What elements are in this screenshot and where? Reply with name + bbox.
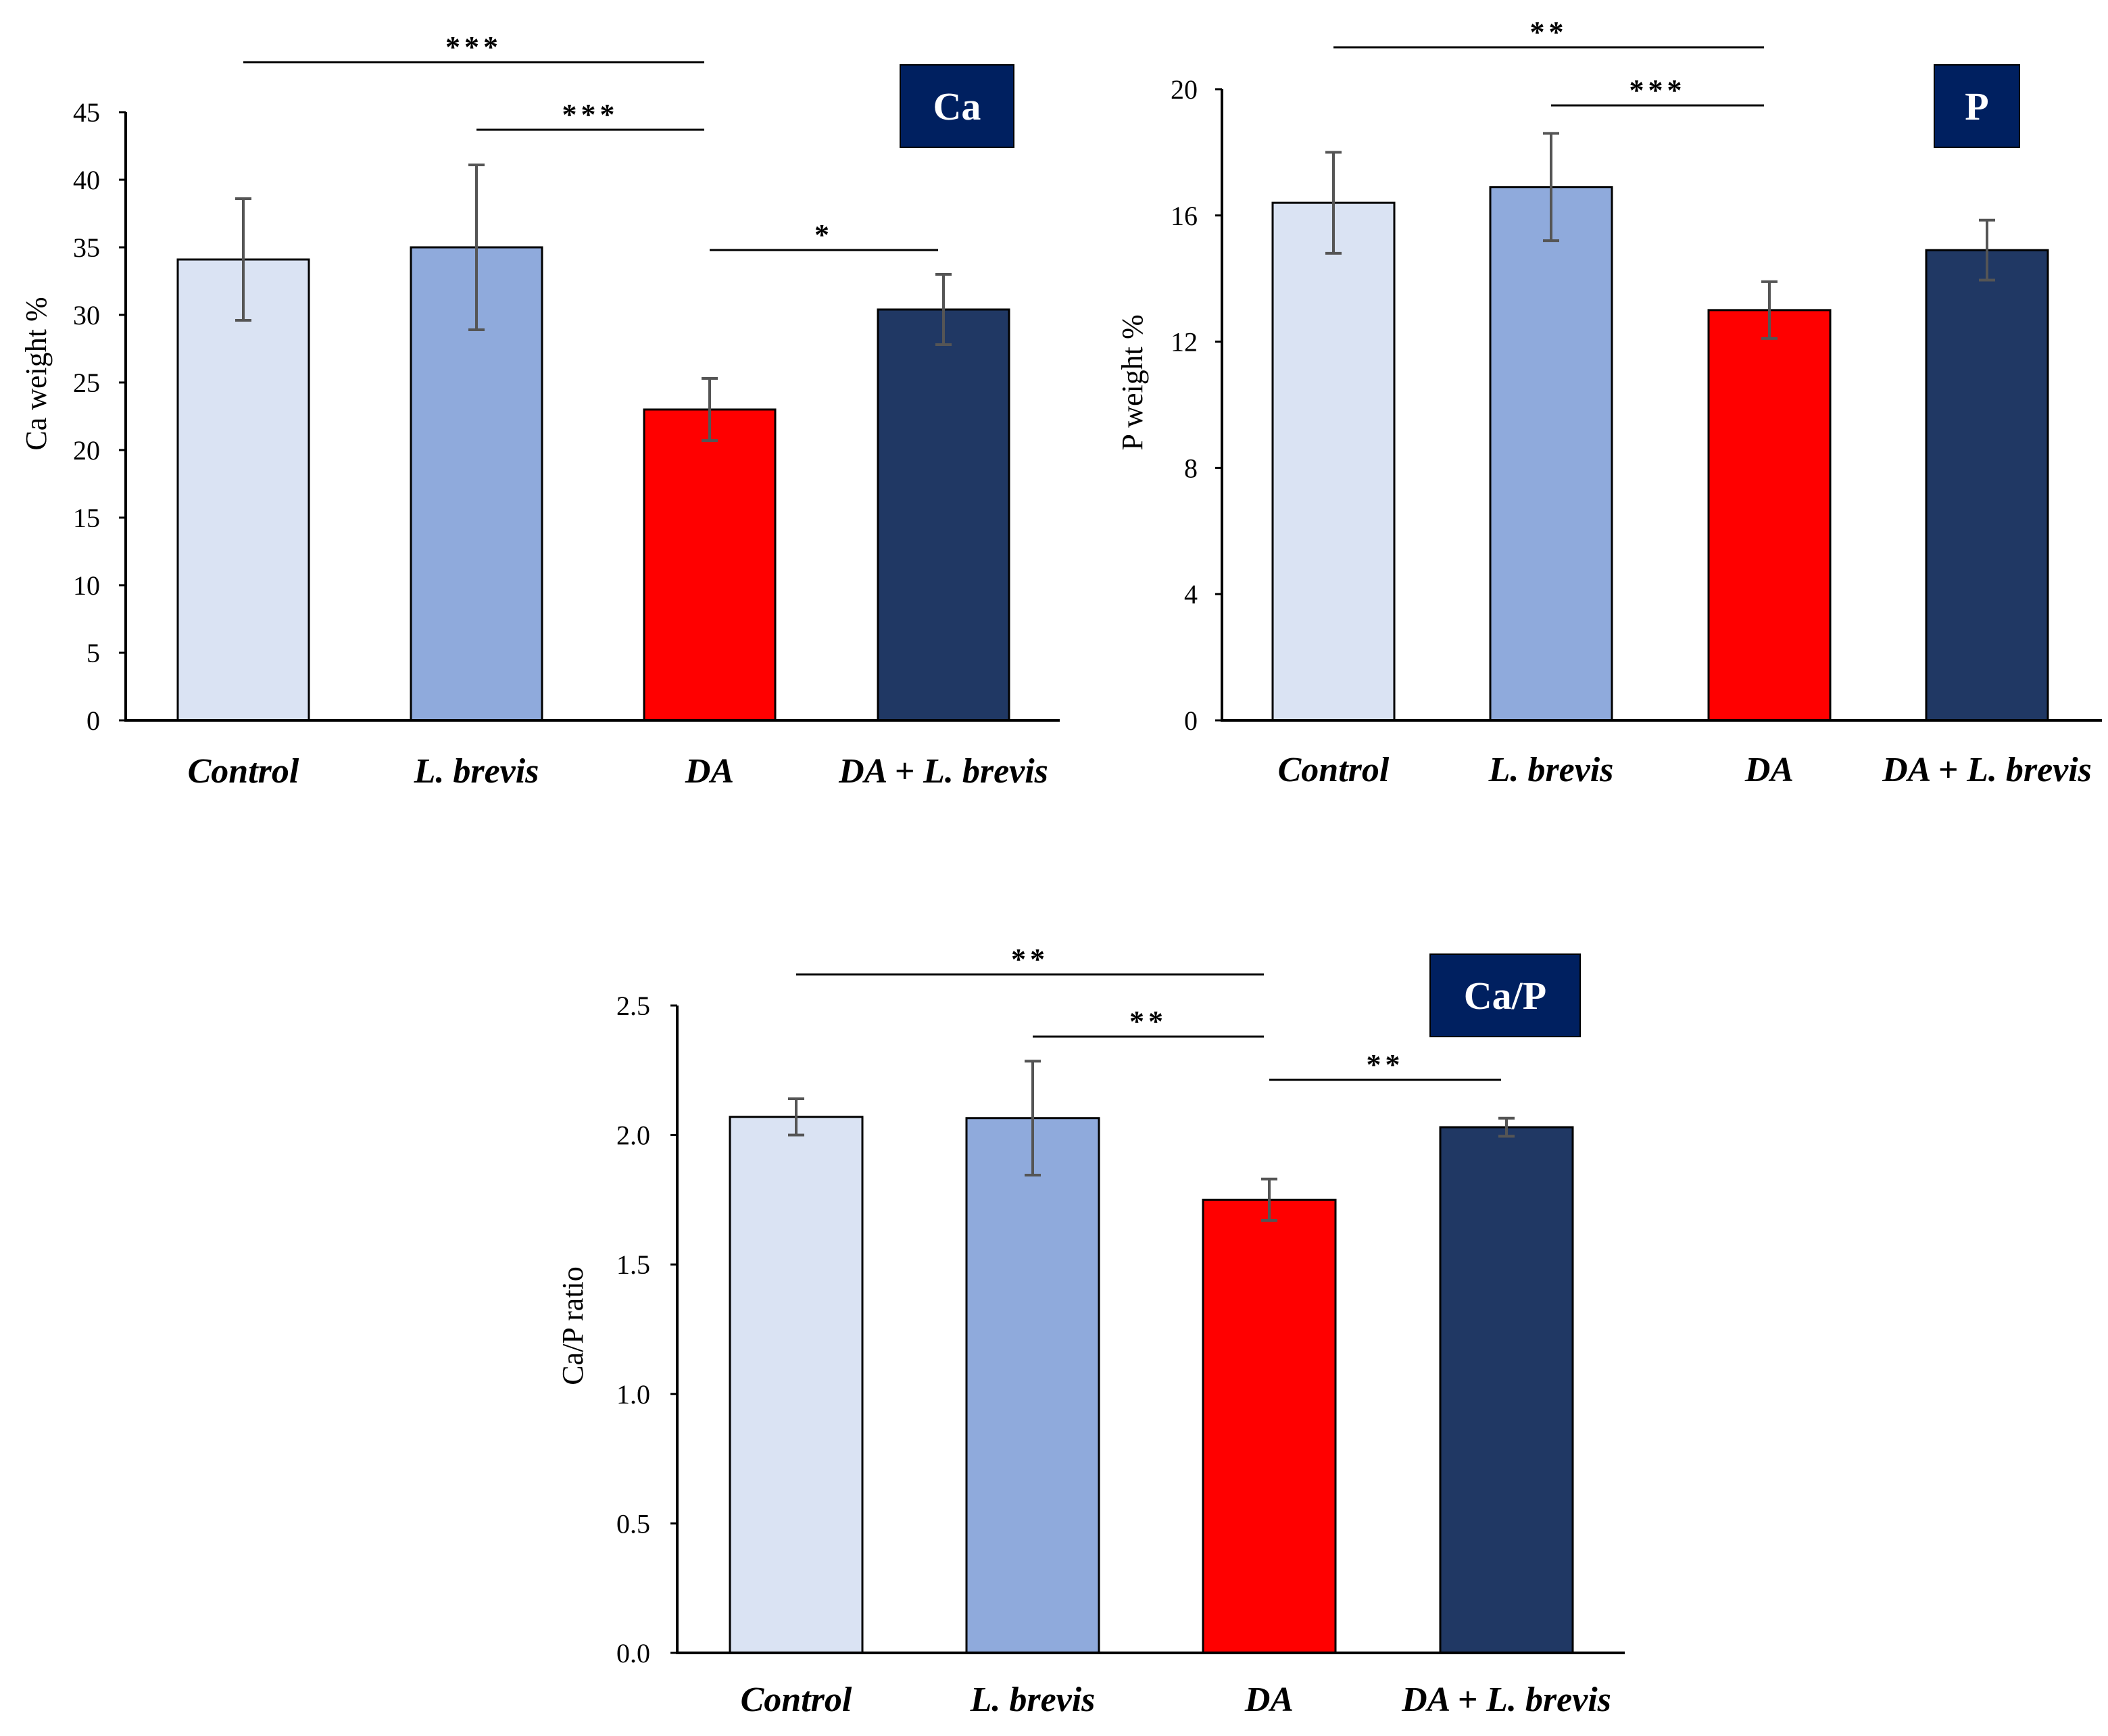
significance-bracket-1: ** (796, 943, 1264, 976)
y-tick-label: 16 (1171, 201, 1198, 231)
panel-badge-label: Ca/P (1464, 974, 1546, 1018)
y-tick-label: 10 (73, 570, 100, 601)
x-category-label: Control (741, 1681, 852, 1719)
x-category-label: DA (685, 752, 734, 791)
y-tick-label: 25 (73, 368, 100, 398)
panel-badge (1429, 953, 1581, 1037)
bar-1 (176, 258, 310, 722)
bar-3 (643, 408, 777, 722)
error-bar-3 (702, 377, 718, 442)
panel-badge (1934, 64, 2020, 148)
significance-label: *** (445, 30, 502, 64)
bar-3 (1707, 309, 1832, 722)
y-tick-label: 4 (1184, 579, 1198, 610)
significance-label: *** (562, 98, 619, 131)
x-category-label: Control (188, 752, 299, 791)
y-tick-label: 1.5 (616, 1249, 650, 1280)
chart-panel-3: 0.0 0.5 1.0 1.5 2.0 2.5 Ca/P ratio Control L. br… (556, 943, 1625, 1719)
x-category-label: L. brevis (1488, 751, 1614, 789)
significance-label: ** (1011, 943, 1049, 976)
significance-label: ** (1367, 1048, 1404, 1081)
significance-bracket-2: *** (476, 98, 704, 131)
bar-1 (1271, 201, 1396, 722)
error-bar-1 (1325, 151, 1342, 255)
chart-panel-1: 0 5 10 15 20 25 30 35 40 45 Ca weight % Control L. b… (20, 30, 1060, 791)
y-tick-label: 5 (87, 638, 100, 668)
error-bar-2 (468, 164, 485, 331)
significance-bracket-2: *** (1551, 74, 1764, 107)
error-bar-3 (1261, 1177, 1277, 1222)
significance-label: * (814, 218, 833, 251)
significance-label: ** (1530, 16, 1568, 49)
significance-bracket-3: * (710, 218, 938, 251)
y-tick-label: 2.0 (616, 1120, 650, 1151)
panel-badge-label: P (1965, 84, 1988, 128)
significance-label: *** (1629, 74, 1686, 107)
error-bar-2 (1025, 1060, 1041, 1176)
bar-4 (1439, 1126, 1574, 1654)
error-bar-1 (788, 1097, 804, 1137)
significance-bracket-2: ** (1033, 1005, 1264, 1038)
y-tick-label: 2.5 (616, 991, 650, 1021)
bar-4 (877, 308, 1010, 722)
panel-badge-label: Ca (933, 84, 981, 128)
y-tick-label: 35 (73, 232, 100, 263)
y-tick-label: 45 (73, 97, 100, 128)
error-bar-3 (1761, 280, 1778, 340)
y-axis-label: Ca weight % (20, 297, 53, 450)
y-axis-label: Ca/P ratio (556, 1266, 589, 1385)
y-tick-label: 1.0 (616, 1379, 650, 1410)
error-bar-4 (935, 273, 952, 346)
y-tick-label: 0.0 (616, 1638, 650, 1668)
chart-panel-2: 0 4 8 12 16 20 P weight % Control L. brevis DA DA … (1116, 16, 2102, 789)
bar-4 (1925, 249, 2049, 722)
y-tick-label: 20 (73, 435, 100, 466)
y-tick-label: 40 (73, 165, 100, 195)
y-tick-label: 15 (73, 503, 100, 533)
bar-3 (1202, 1198, 1337, 1654)
significance-bracket-3: ** (1269, 1048, 1501, 1081)
bar-2 (1489, 186, 1613, 722)
x-category-label: DA + L. brevis (1882, 751, 2092, 789)
x-category-label: Control (1278, 751, 1390, 789)
bar-1 (729, 1116, 864, 1654)
x-category-label: DA (1744, 751, 1794, 789)
significance-bracket-1: ** (1333, 16, 1764, 49)
x-category-label: DA + L. brevis (1401, 1681, 1611, 1719)
x-category-label: DA + L. brevis (838, 752, 1048, 791)
y-tick-label: 0.5 (616, 1508, 650, 1539)
x-category-label: DA (1244, 1681, 1294, 1719)
y-tick-label: 8 (1184, 453, 1198, 483)
error-bar-1 (235, 197, 251, 322)
bar-2 (965, 1117, 1100, 1654)
significance-bracket-1: *** (243, 30, 704, 64)
error-bar-4 (1979, 218, 1995, 282)
y-tick-label: 0 (1184, 705, 1198, 736)
significance-label: ** (1129, 1005, 1167, 1038)
y-axis-label: P weight % (1116, 314, 1149, 450)
y-tick-label: 20 (1171, 74, 1198, 105)
y-tick-label: 12 (1171, 327, 1198, 357)
x-category-label: L. brevis (414, 752, 539, 791)
y-tick-label: 0 (87, 705, 100, 736)
x-category-label: L. brevis (970, 1681, 1096, 1719)
panel-badge (900, 64, 1014, 148)
error-bar-4 (1498, 1116, 1515, 1138)
error-bar-2 (1543, 132, 1559, 243)
y-tick-label: 30 (73, 300, 100, 330)
